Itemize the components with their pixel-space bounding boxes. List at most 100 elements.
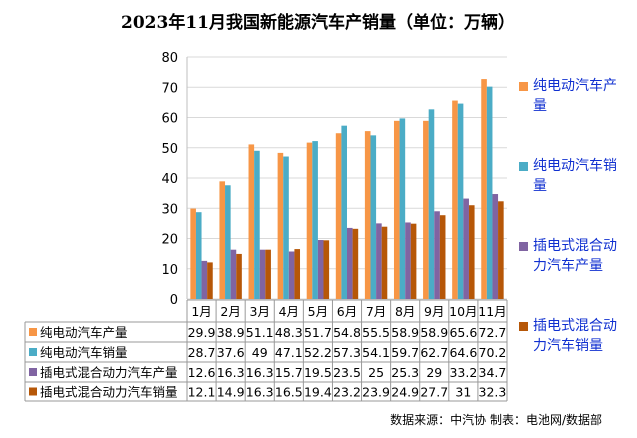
data-label: 62.7 — [420, 345, 448, 360]
bar-3-5 — [352, 228, 359, 299]
data-label: 29 — [426, 365, 442, 380]
data-label: 32.3 — [479, 385, 507, 400]
bar-2-9 — [463, 198, 469, 299]
table-series-name: 插电式混合动力汽车销量 — [40, 385, 178, 400]
table-series-name: 纯电动汽车销量 — [40, 345, 128, 360]
x-tick-label: 8月 — [395, 304, 415, 319]
data-label: 65.6 — [449, 325, 477, 340]
data-label: 12.1 — [188, 385, 216, 400]
bar-2-7 — [405, 222, 411, 299]
data-label: 16.3 — [246, 385, 274, 400]
y-tick-label: 60 — [161, 112, 178, 127]
x-tick-label: 4月 — [279, 304, 299, 319]
bar-3-3 — [294, 249, 301, 299]
bar-0-3 — [277, 152, 284, 299]
data-label: 48.3 — [275, 325, 303, 340]
bar-2-8 — [434, 211, 440, 299]
data-label: 28.7 — [188, 345, 216, 360]
data-label: 33.2 — [449, 365, 477, 380]
data-label: 59.7 — [391, 345, 419, 360]
bar-0-10 — [481, 79, 487, 300]
table-legend-key-0 — [29, 328, 37, 336]
bar-3-6 — [381, 226, 388, 299]
x-tick-label: 9月 — [424, 304, 444, 319]
legend-key-2 — [519, 242, 528, 251]
y-tick-label: 20 — [161, 233, 178, 248]
data-label: 64.6 — [449, 345, 477, 360]
data-label: 27.7 — [420, 385, 448, 400]
bar-3-2 — [265, 249, 271, 299]
table-legend-key-3 — [29, 387, 37, 396]
bar-2-0 — [201, 260, 208, 299]
bar-2-10 — [492, 194, 499, 299]
bar-1-7 — [399, 118, 406, 299]
x-tick-label: 10月 — [449, 304, 477, 319]
x-tick-label: 2月 — [220, 304, 240, 319]
bar-2-5 — [347, 227, 353, 299]
bar-0-6 — [364, 131, 371, 299]
data-label: 47.1 — [275, 345, 303, 360]
x-tick-label: 6月 — [337, 304, 357, 319]
x-tick-label: 5月 — [308, 304, 328, 319]
legend-key-0 — [519, 82, 528, 91]
legend-label: 插电式混合动 — [533, 318, 617, 334]
bar-0-8 — [423, 120, 429, 299]
y-tick-label: 30 — [161, 202, 178, 217]
legend-label: 纯电动汽车销 — [533, 157, 617, 174]
y-tick-label: 40 — [161, 172, 178, 187]
x-tick-label: 3月 — [250, 304, 270, 319]
bar-2-6 — [376, 223, 382, 299]
bar-0-7 — [393, 120, 400, 299]
data-label: 51.1 — [246, 325, 274, 340]
bar-3-4 — [323, 240, 330, 299]
legend-key-1 — [519, 162, 528, 171]
bar-1-6 — [370, 135, 377, 299]
y-tick-label: 10 — [161, 263, 178, 278]
legend-key-3 — [519, 322, 528, 331]
y-tick-label: 0 — [170, 293, 178, 308]
bar-1-4 — [312, 141, 318, 299]
y-tick-label: 50 — [161, 142, 178, 157]
bar-3-7 — [410, 223, 417, 299]
bar-0-5 — [335, 133, 342, 299]
y-tick-label: 80 — [161, 51, 178, 66]
data-label: 16.5 — [275, 385, 303, 400]
data-label: 25 — [368, 365, 384, 380]
bar-1-3 — [283, 156, 289, 299]
table-legend-key-2 — [29, 368, 37, 376]
x-tick-label: 7月 — [366, 304, 386, 319]
data-label: 72.7 — [479, 325, 507, 340]
data-label: 23.2 — [333, 385, 361, 400]
bar-2-4 — [317, 240, 324, 299]
data-label: 58.9 — [391, 325, 419, 340]
bar-3-0 — [207, 262, 213, 299]
bar-1-9 — [457, 103, 464, 300]
data-label: 54.8 — [333, 325, 361, 340]
table-legend-key-1 — [29, 348, 37, 356]
data-label: 49 — [252, 345, 268, 360]
chart-title: 2023年11月我国新能源汽车产销量（单位：万辆） — [121, 12, 515, 33]
data-label: 70.2 — [479, 345, 507, 360]
bar-1-8 — [428, 109, 435, 300]
bar-2-2 — [259, 249, 266, 299]
data-label: 54.1 — [362, 345, 390, 360]
legend-label: 量 — [533, 178, 547, 194]
data-label: 29.9 — [188, 325, 216, 340]
data-label: 37.6 — [217, 345, 245, 360]
bar-0-2 — [248, 144, 255, 299]
bar-0-9 — [452, 100, 458, 299]
x-tick-label: 1月 — [191, 304, 211, 319]
data-label: 52.2 — [304, 345, 332, 360]
data-label: 38.9 — [217, 325, 245, 340]
data-label: 19.5 — [304, 365, 332, 380]
data-label: 15.7 — [275, 365, 303, 380]
data-label: 12.6 — [188, 365, 216, 380]
data-label: 19.4 — [304, 385, 332, 400]
bar-1-1 — [225, 185, 231, 299]
y-tick-label: 70 — [161, 81, 178, 96]
bar-0-0 — [190, 208, 196, 299]
data-label: 34.7 — [479, 365, 507, 380]
data-label: 51.7 — [304, 325, 332, 340]
data-label: 14.9 — [217, 385, 245, 400]
